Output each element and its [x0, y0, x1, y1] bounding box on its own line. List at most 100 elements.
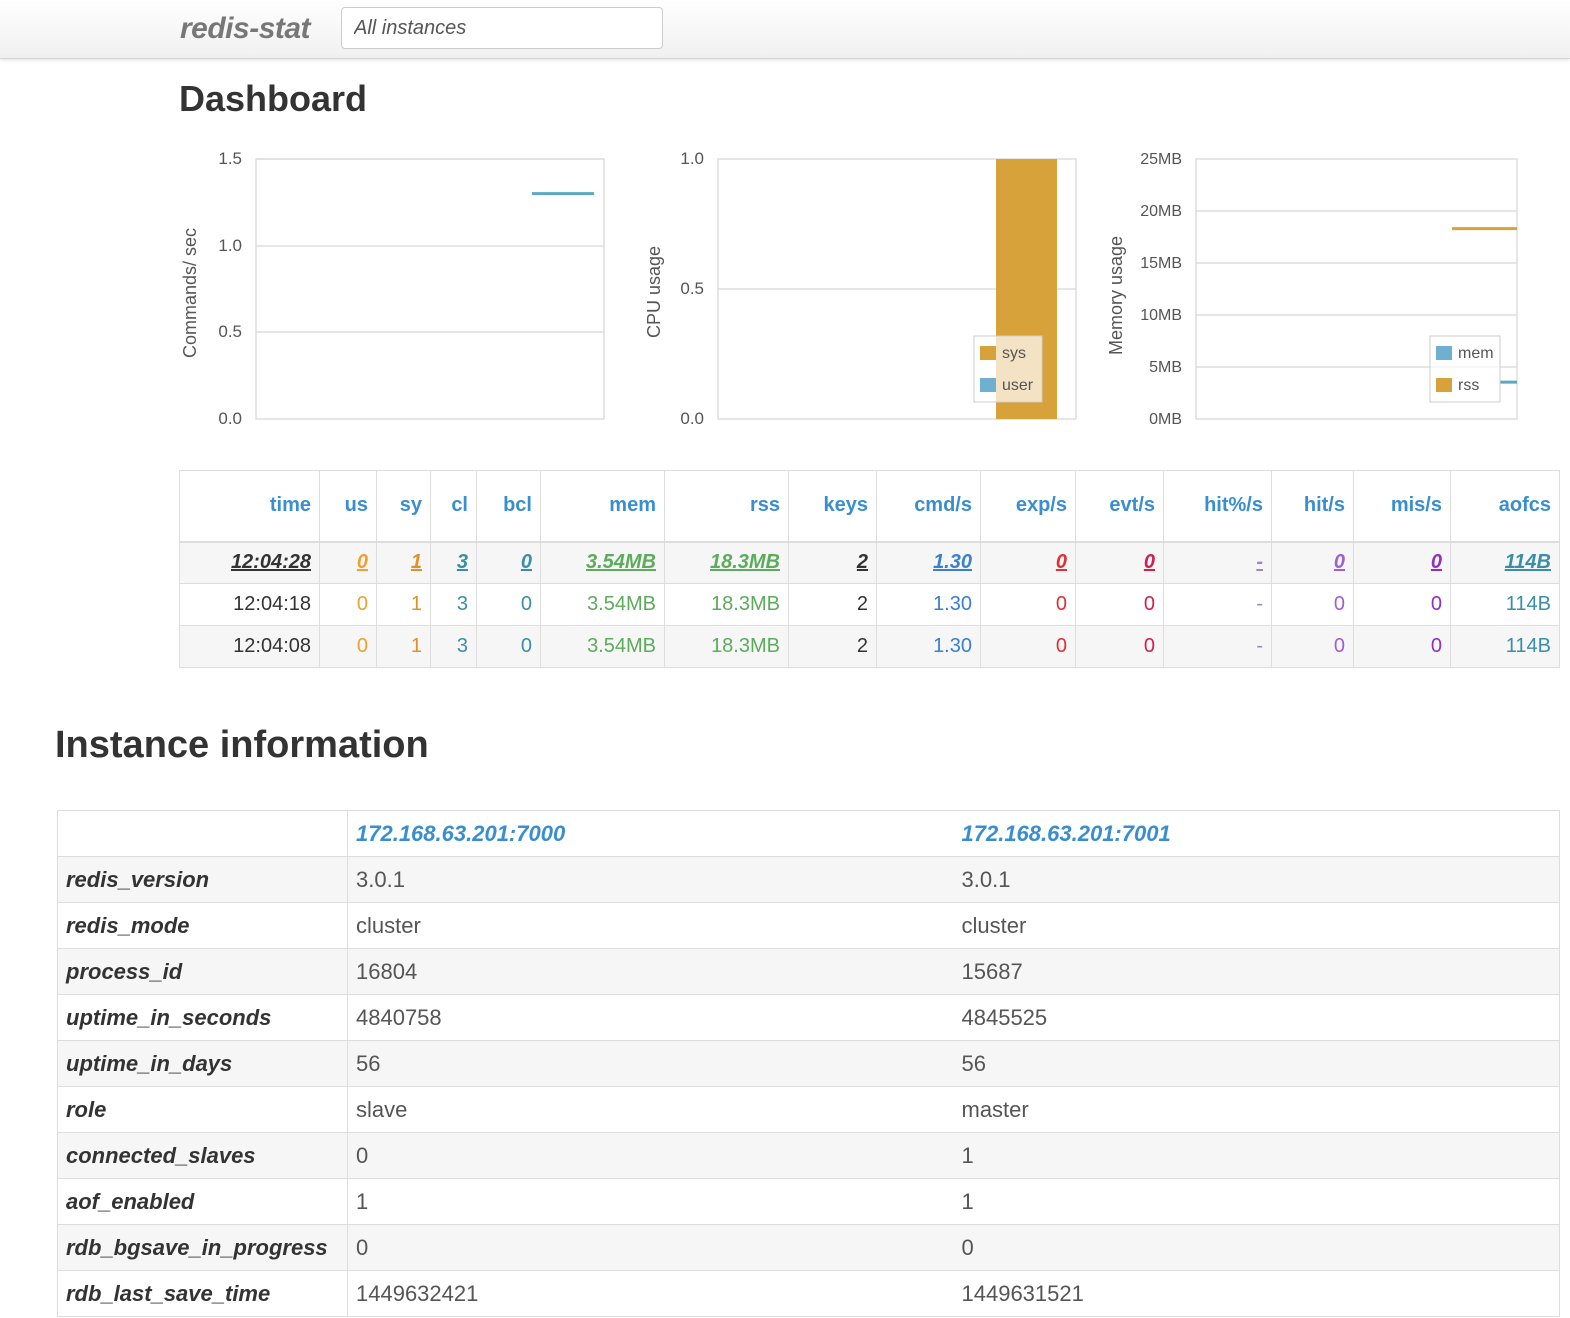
- stats-cell: 18.3MB: [664, 625, 789, 668]
- stats-cell: 12:04:18: [179, 583, 320, 626]
- mem-legend-swatch: [1436, 346, 1452, 360]
- stats-cell[interactable]: 3: [430, 541, 477, 584]
- info-key: connected_slaves: [57, 1132, 348, 1179]
- info-value: 4840758: [347, 994, 954, 1041]
- instance-info-body: redis_version 3.0.1 3.0.1 redis_mode cluster…: [57, 856, 1560, 1317]
- info-value: 0: [347, 1224, 954, 1271]
- brand-logo[interactable]: redis-stat: [180, 12, 311, 45]
- stats-row: 12:04:18 0 1 3 0 3.54MB 18.3MB 2 1.30 0 0-0 0 114B: [179, 583, 1560, 626]
- stats-cell: 1: [376, 625, 431, 668]
- stats-header-cell: cmd/s: [876, 470, 981, 543]
- instance-info-row: aof_enabled 1 1: [57, 1178, 1560, 1225]
- stats-cell[interactable]: 0: [319, 541, 377, 584]
- user-legend-label: user: [1002, 377, 1034, 394]
- commands-plot-area: [255, 158, 605, 420]
- commands-chart-ylabel: Commands/ sec: [180, 228, 200, 358]
- instance-selector-input[interactable]: [341, 7, 663, 49]
- instance-info-row: redis_version 3.0.1 3.0.1: [57, 856, 1560, 903]
- stats-cell[interactable]: 1.30: [876, 541, 981, 584]
- stats-cell[interactable]: 18.3MB: [664, 541, 789, 584]
- cpu-plot-area: [717, 158, 1077, 420]
- cpu-tick-0: 1.0: [680, 149, 704, 168]
- memory-legend: mem rss: [1429, 335, 1501, 403]
- info-value: 1: [953, 1178, 1560, 1225]
- stats-cell[interactable]: 114B: [1450, 541, 1560, 584]
- stats-cell[interactable]: 0: [1075, 541, 1164, 584]
- stats-cell: 12:04:08: [179, 625, 320, 668]
- stats-cell: 114B: [1450, 583, 1560, 626]
- sys-legend-swatch: [980, 346, 996, 360]
- info-key: role: [57, 1086, 348, 1133]
- info-value: cluster: [347, 902, 954, 949]
- stats-header-cell: rss: [664, 470, 789, 543]
- info-value: 1: [953, 1132, 1560, 1179]
- stats-cell: 0: [1271, 625, 1354, 668]
- info-value: cluster: [953, 902, 1560, 949]
- cpu-chart-ticks: 1.0 0.5 0.0: [680, 149, 704, 428]
- stats-cell: 0: [1075, 583, 1164, 626]
- stats-cell: 0: [980, 583, 1076, 626]
- host-header-7000[interactable]: 172.168.63.201:7000: [347, 810, 954, 857]
- instance-info-row: connected_slaves 0 1: [57, 1132, 1560, 1179]
- info-key: redis_mode: [57, 902, 348, 949]
- stats-cell: -: [1163, 583, 1272, 626]
- stats-cell[interactable]: 2: [788, 541, 877, 584]
- stats-header-cell: mis/s: [1353, 470, 1451, 543]
- stats-header-cell: mem: [540, 470, 665, 543]
- stats-header-cell: sy: [376, 470, 431, 543]
- memory-tick-0: 25MB: [1140, 151, 1182, 168]
- commands-tick-1: 1.0: [218, 236, 242, 255]
- instance-info-row: process_id 16804 15687: [57, 948, 1560, 995]
- cpu-chart-ylabel: CPU usage: [644, 246, 664, 338]
- cpu-chart: CPU usage 1.0 0.5 0.0 sys user: [644, 149, 1077, 428]
- memory-plot-area: [1195, 158, 1518, 420]
- info-value: 15687: [953, 948, 1560, 995]
- stats-cell[interactable]: 1: [376, 541, 431, 584]
- stats-cell: 1.30: [876, 583, 981, 626]
- stats-cell: 0: [476, 625, 541, 668]
- stats-cell: 0: [476, 583, 541, 626]
- stats-cell: 18.3MB: [664, 583, 789, 626]
- stats-header-cell: time: [179, 470, 320, 543]
- info-key: aof_enabled: [57, 1178, 348, 1225]
- stats-cell[interactable]: 0: [980, 541, 1076, 584]
- commands-tick-3: 0.0: [218, 409, 242, 428]
- stats-cell[interactable]: 3.54MB: [540, 541, 665, 584]
- memory-tick-1: 20MB: [1140, 203, 1182, 220]
- stats-cell[interactable]: 0: [476, 541, 541, 584]
- info-value: 56: [347, 1040, 954, 1087]
- dashboard-title: Dashboard: [179, 78, 368, 119]
- stats-cell[interactable]: 0: [1271, 541, 1354, 584]
- memory-tick-4: 5MB: [1149, 359, 1182, 376]
- info-key: rdb_bgsave_in_progress: [57, 1224, 348, 1271]
- stats-cell: 3: [430, 625, 477, 668]
- stats-header-cell: hit/s: [1271, 470, 1354, 543]
- stats-cell: 0: [319, 625, 377, 668]
- instance-info-title: Instance information: [55, 724, 429, 766]
- stats-cell[interactable]: 12:04:28: [179, 541, 320, 584]
- memory-tick-2: 15MB: [1140, 255, 1182, 272]
- memory-tick-3: 10MB: [1140, 307, 1182, 324]
- info-value: 1: [347, 1178, 954, 1225]
- memory-tick-5: 0MB: [1149, 411, 1182, 428]
- info-value: 1449631521: [953, 1270, 1560, 1317]
- stats-cell: 3.54MB: [540, 625, 665, 668]
- rss-legend-swatch: [1436, 378, 1452, 392]
- info-value: 4845525: [953, 994, 1560, 1041]
- stats-cell: 1: [376, 583, 431, 626]
- commands-tick-0: 1.5: [218, 149, 242, 168]
- stats-cell[interactable]: -: [1163, 541, 1272, 584]
- instance-info-row: uptime_in_days 56 56: [57, 1040, 1560, 1087]
- stats-cell: 114B: [1450, 625, 1560, 668]
- info-value: 3.0.1: [347, 856, 954, 903]
- memory-chart: Memory usage 25MB 20MB 15MB 10MB 5MB 0MB…: [1106, 151, 1518, 428]
- cpu-tick-2: 0.0: [680, 409, 704, 428]
- stats-header-row: time us sy cl bcl mem rss keys cmd/s exp/s evt/s hi…: [179, 470, 1560, 543]
- host-header-7001[interactable]: 172.168.63.201:7001: [953, 810, 1560, 857]
- stats-cell[interactable]: 0: [1353, 541, 1451, 584]
- info-key: redis_version: [57, 856, 348, 903]
- stats-header-cell: hit%/s: [1163, 470, 1272, 543]
- commands-tick-2: 0.5: [218, 322, 242, 341]
- stats-row: 12:04:08 0 1 3 0 3.54MB 18.3MB 2 1.30 0 0-0 0 114B: [179, 625, 1560, 668]
- stats-cell: 0: [980, 625, 1076, 668]
